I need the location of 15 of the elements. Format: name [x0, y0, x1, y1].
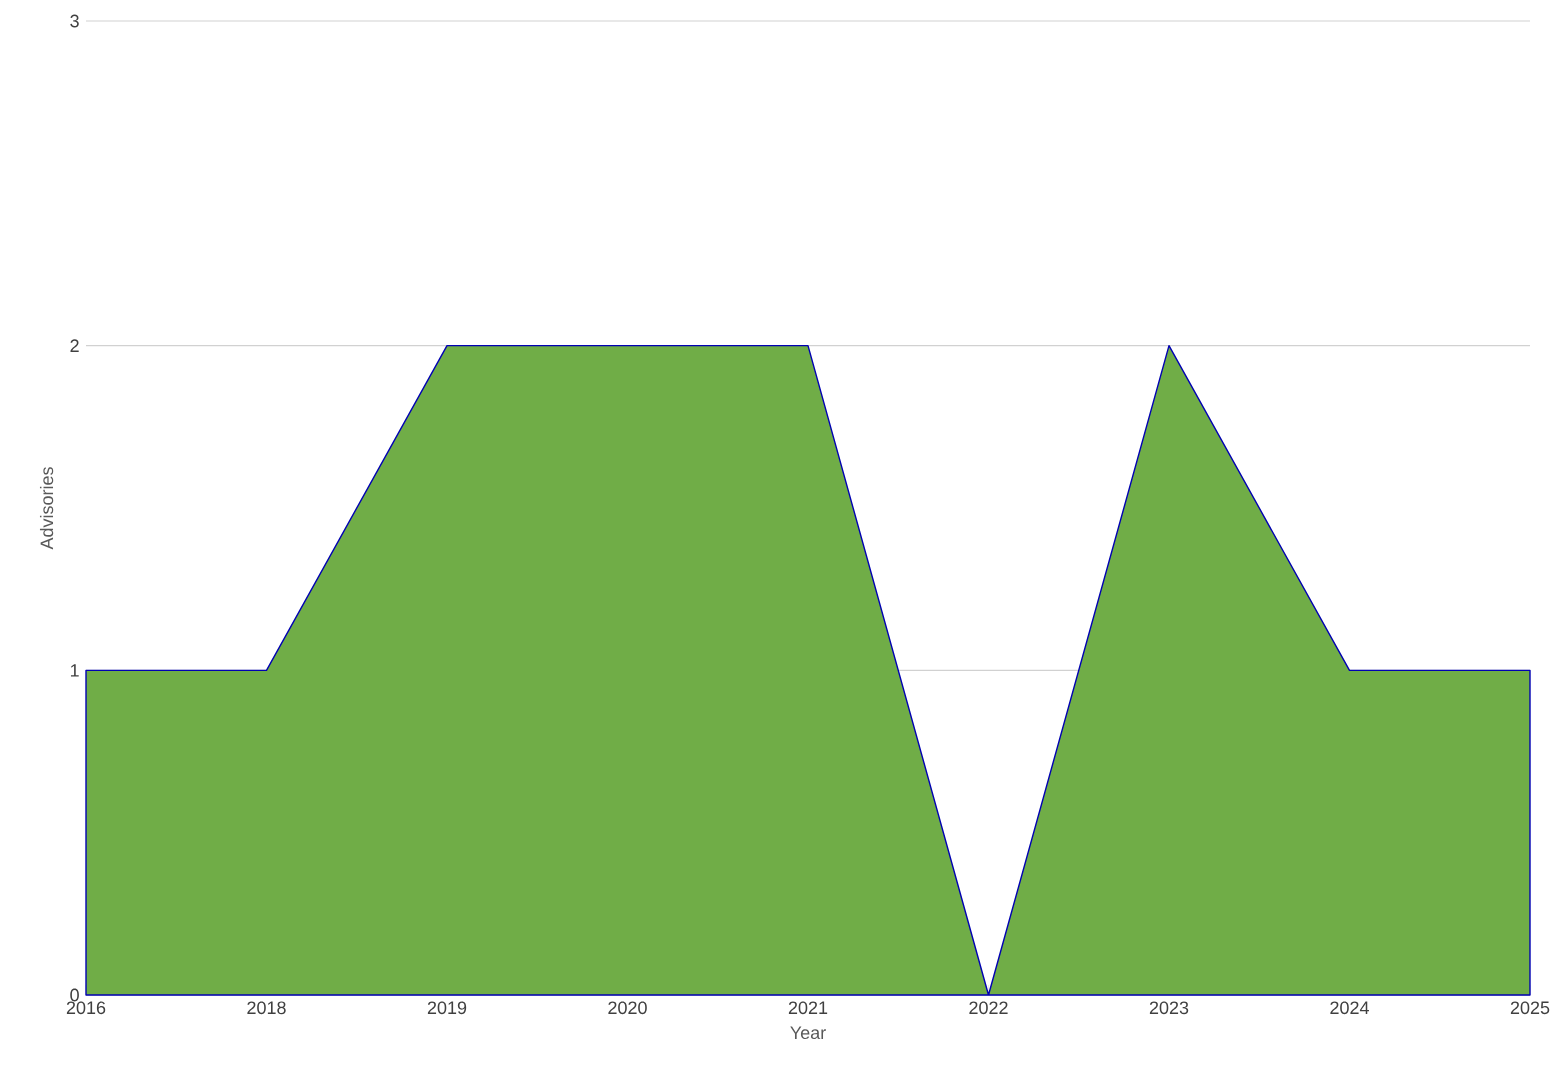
y-tick-label: 1 — [70, 664, 79, 677]
x-tick-label: 2023 — [1149, 1001, 1189, 1015]
x-tick-label: 2016 — [66, 1001, 106, 1015]
y-tick-label: 3 — [70, 14, 79, 28]
x-tick-label: 2019 — [427, 1001, 467, 1015]
x-tick-label: 2021 — [788, 1001, 828, 1015]
x-axis-title: Year — [790, 1026, 826, 1040]
x-tick-label: 2020 — [608, 1001, 647, 1015]
x-tick-label: 2024 — [1330, 1001, 1369, 1015]
x-tick-label: 2025 — [1510, 1001, 1550, 1015]
y-axis-title: Advisories — [39, 467, 54, 550]
x-tick-label: 2018 — [247, 1001, 286, 1015]
y-tick-label: 0 — [70, 988, 79, 1002]
x-tick-label: 2022 — [969, 1001, 1008, 1015]
y-tick-label: 2 — [70, 339, 79, 352]
